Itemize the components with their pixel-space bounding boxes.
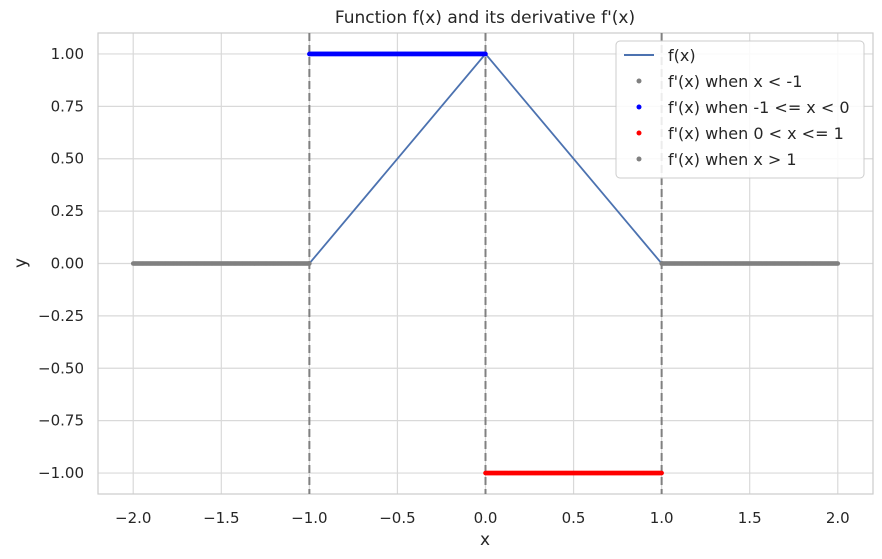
- derivative-scatter-series: [483, 470, 664, 476]
- chart-title: Function f(x) and its derivative f'(x): [335, 8, 635, 28]
- y-tick-label: 0.25: [51, 202, 84, 220]
- x-tick-label: −0.5: [379, 509, 415, 527]
- legend-label: f(x): [668, 46, 696, 65]
- scatter-point: [307, 261, 312, 266]
- x-tick-label: 0.5: [562, 509, 586, 527]
- legend-label: f'(x) when x > 1: [668, 150, 797, 169]
- series-layer: [130, 51, 841, 476]
- legend: f(x) f'(x) when x < -1 f'(x) when -1 <= x …: [615, 40, 865, 179]
- y-tick-label: 0.75: [51, 97, 84, 115]
- scatter-point: [835, 261, 841, 266]
- y-tick-label: 0.00: [51, 255, 84, 273]
- legend-label: f'(x) when -1 <= x < 0: [668, 98, 850, 117]
- derivative-scatter-series: [659, 261, 841, 266]
- scatter-point: [659, 470, 664, 476]
- y-tick-label: −0.75: [38, 412, 84, 430]
- y-tick-label: −1.00: [38, 464, 84, 482]
- x-axis-title: x: [480, 530, 490, 550]
- y-axis-title: y: [11, 258, 31, 268]
- legend-dot-marker: [636, 78, 642, 84]
- legend-dot-marker: [636, 156, 642, 162]
- y-tick-label: −0.50: [38, 359, 84, 377]
- x-tick-label: −2.0: [115, 509, 151, 527]
- legend-label: f'(x) when 0 < x <= 1: [668, 124, 844, 143]
- legend-box: [615, 40, 865, 179]
- x-tick-label: −1.0: [291, 509, 327, 527]
- x-tick-label: 0.0: [474, 509, 498, 527]
- x-tick-label: 1.5: [738, 509, 762, 527]
- legend-dot-marker: [636, 130, 642, 136]
- derivative-scatter-series: [307, 51, 488, 57]
- y-tick-labels: 1.00 0.75 0.50 0.25 0.00 −0.25 −0.50 −0.75 −1.00: [38, 45, 84, 482]
- y-tick-label: 0.50: [51, 150, 84, 168]
- legend-dot-marker: [636, 104, 642, 110]
- derivative-scatter-series: [130, 261, 312, 266]
- y-tick-label: 1.00: [51, 45, 84, 63]
- x-tick-label: 2.0: [826, 509, 850, 527]
- x-tick-label: 1.0: [650, 509, 674, 527]
- legend-label: f'(x) when x < -1: [668, 72, 802, 91]
- y-tick-label: −0.25: [38, 307, 84, 325]
- scatter-point: [483, 51, 488, 57]
- x-tick-label: −1.5: [203, 509, 239, 527]
- x-tick-labels: −2.0 −1.5 −1.0 −0.5 0.0 0.5 1.0 1.5 2.0: [115, 509, 850, 527]
